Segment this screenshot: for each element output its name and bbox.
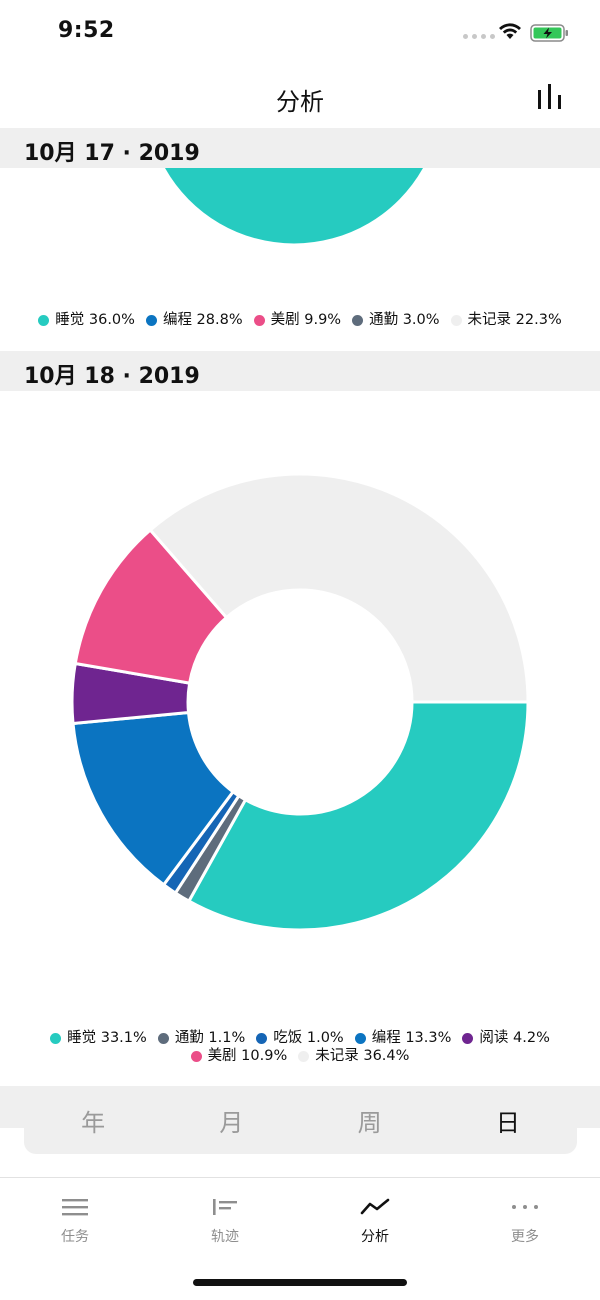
timeline-icon: [213, 1199, 237, 1215]
home-indicator: [193, 1279, 407, 1286]
legend-label: 美剧 9.9%: [270, 312, 342, 328]
legend-item: 睡觉 33.1%: [50, 1029, 147, 1047]
period-selector: 年 月 周 日: [24, 1086, 577, 1154]
legend-label: 睡觉 36.0%: [55, 312, 135, 328]
status-bar: 9:52: [0, 0, 600, 64]
pie-slice-sleep-partial: [165, 168, 423, 244]
legend-color-dot: [462, 1032, 474, 1044]
legend-label: 通勤 3.0%: [369, 312, 440, 328]
legend-color-dot: [38, 314, 50, 326]
battery-charging-icon: [530, 24, 568, 42]
period-day-option[interactable]: 日: [495, 1109, 520, 1137]
legend-item: 未记录 36.4%: [298, 1047, 409, 1065]
donut-slice-睡觉: [186, 700, 530, 932]
tab-analysis[interactable]: 分析: [315, 1196, 435, 1246]
legend-color-dot: [352, 314, 364, 326]
legend-item: 美剧 9.9%: [253, 311, 342, 329]
legend-label: 睡觉 33.1%: [67, 1030, 147, 1046]
legend-color-dot: [256, 1032, 268, 1044]
section-date: 10月 18 · 2019: [24, 364, 200, 389]
legend-item: 吃饭 1.0%: [256, 1029, 344, 1047]
chart-legend: 睡觉 36.0% 编程 28.8% 美剧 9.9% 通勤 3.0% 未记录 22.3%: [0, 311, 600, 329]
legend-color-dot: [50, 1032, 62, 1044]
tab-more[interactable]: 更多: [465, 1196, 585, 1246]
legend-label: 通勤 1.1%: [174, 1030, 246, 1046]
cellular-signal-icon: [463, 34, 495, 39]
donut-slice-编程: [71, 710, 236, 887]
legend-color-dot: [145, 314, 157, 326]
legend-item: 美剧 10.9%: [190, 1047, 288, 1065]
status-time: 9:52: [58, 18, 115, 43]
pie-chart-oct-17: [165, 168, 423, 244]
legend-label: 编程 13.3%: [371, 1030, 452, 1046]
legend-label: 美剧 10.9%: [207, 1048, 288, 1064]
navigation-bar: 分析: [0, 64, 600, 128]
legend-item: 阅读 4.2%: [462, 1029, 550, 1047]
legend-color-dot: [190, 1050, 202, 1062]
period-year-option[interactable]: 年: [81, 1109, 106, 1137]
legend-item: 通勤 3.0%: [352, 311, 440, 329]
trend-line-icon: [360, 1198, 390, 1215]
tab-tasks[interactable]: 任务: [15, 1196, 135, 1246]
donut-chart-oct-18: [70, 472, 530, 932]
period-week-option[interactable]: 周: [357, 1109, 382, 1137]
legend-color-dot: [354, 1032, 366, 1044]
section-date: 10月 17 · 2019: [24, 141, 200, 166]
chart-legend: 睡觉 33.1% 通勤 1.1% 吃饭 1.0% 编程 13.3% 阅读 4.2% 美剧…: [0, 1029, 600, 1065]
legend-color-dot: [253, 314, 265, 326]
more-dots-icon: [512, 1205, 538, 1209]
legend-item: 编程 28.8%: [145, 311, 243, 329]
legend-item: 通勤 1.1%: [157, 1029, 246, 1047]
donut-slice-未记录: [148, 472, 530, 704]
legend-label: 吃饭 1.0%: [273, 1030, 344, 1046]
legend-color-dot: [450, 314, 462, 326]
legend-color-dot: [298, 1050, 310, 1062]
legend-item: 未记录 22.3%: [450, 311, 562, 329]
legend-label: 阅读 4.2%: [479, 1030, 550, 1046]
wifi-icon: [499, 23, 521, 39]
tab-label: 轨迹: [211, 1229, 239, 1245]
legend-color-dot: [157, 1032, 169, 1044]
list-icon: [62, 1199, 88, 1216]
page-title: 分析: [276, 88, 324, 116]
legend-item: 编程 13.3%: [354, 1029, 452, 1047]
tab-label: 任务: [61, 1229, 89, 1245]
section-header: 10月 18 · 2019: [0, 351, 600, 391]
section-header: 10月 17 · 2019: [0, 128, 600, 168]
legend-item: 睡觉 36.0%: [38, 311, 135, 329]
legend-label: 未记录 22.3%: [467, 312, 562, 328]
bar-chart-icon[interactable]: [535, 84, 565, 110]
tab-label: 更多: [511, 1229, 539, 1245]
tab-label: 分析: [361, 1229, 389, 1245]
tab-timeline[interactable]: 轨迹: [165, 1196, 285, 1246]
legend-label: 编程 28.8%: [162, 312, 243, 328]
legend-label: 未记录 36.4%: [315, 1048, 410, 1064]
period-month-option[interactable]: 月: [219, 1109, 244, 1137]
